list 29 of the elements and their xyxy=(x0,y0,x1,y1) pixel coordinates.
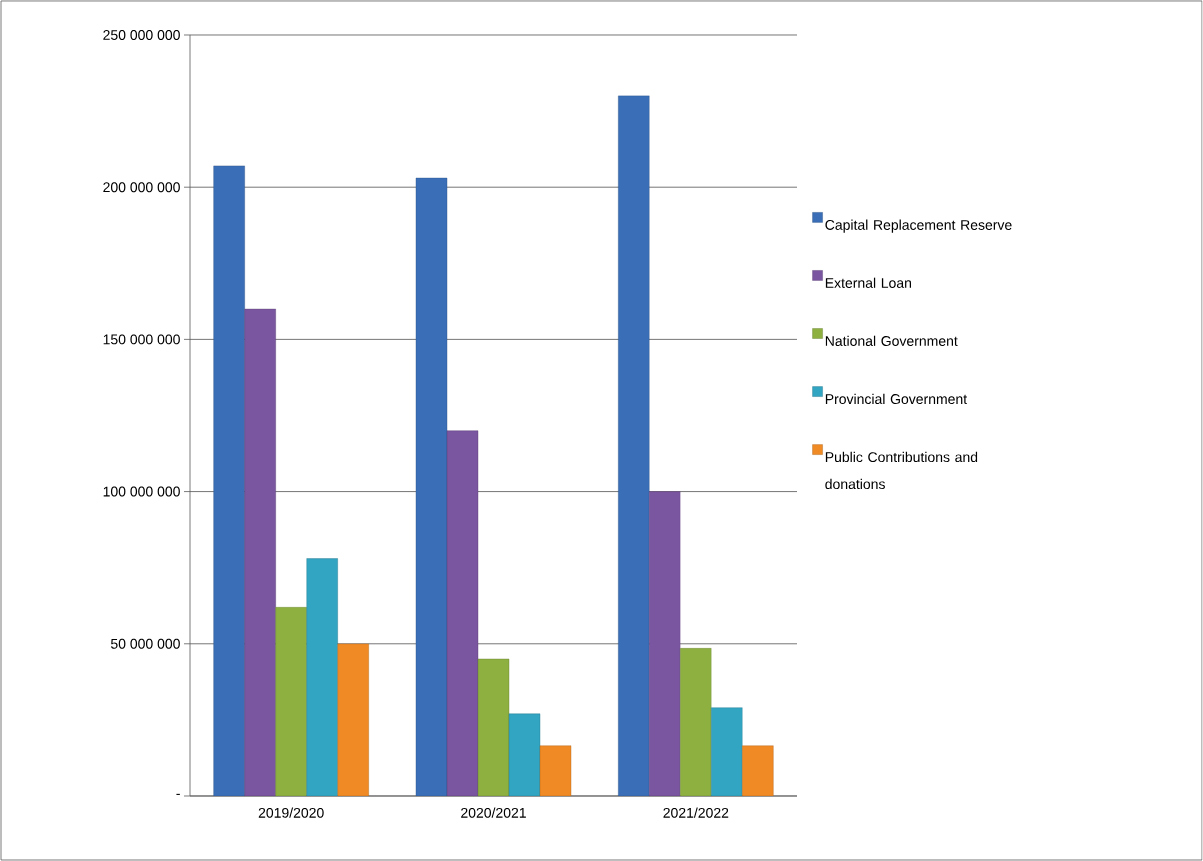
bar xyxy=(415,177,448,796)
y-tick-label: 100 000 000 xyxy=(103,486,180,497)
y-tick-label: 150 000 000 xyxy=(103,334,180,345)
bar xyxy=(680,648,712,796)
legend-label: Capital Replacement Reserve xyxy=(825,219,1012,233)
y-tick-label: 50 000 000 xyxy=(110,638,180,649)
bar xyxy=(618,95,650,796)
bar xyxy=(446,430,479,796)
bar xyxy=(306,558,338,796)
bar xyxy=(649,491,681,796)
legend-label: External Loan xyxy=(825,277,911,288)
legend-label: Provincial Government xyxy=(825,393,968,405)
bar xyxy=(477,658,510,796)
x-tick-label: 2019/2020 xyxy=(258,807,324,818)
bar xyxy=(275,607,307,796)
y-tick-label: 200 000 000 xyxy=(103,182,180,193)
bar xyxy=(213,165,245,796)
bar xyxy=(711,707,743,796)
bar xyxy=(244,308,276,796)
bar xyxy=(539,745,572,796)
legend-label: National Government xyxy=(825,335,958,346)
legend-label: Public Contributions and donations xyxy=(825,451,978,490)
bar xyxy=(508,713,541,796)
x-tick-label: 2020/2021 xyxy=(461,807,526,818)
y-tick-label: 250 000 000 xyxy=(103,30,180,40)
y-tick-label: - xyxy=(176,793,180,795)
x-tick-label: 2021/2022 xyxy=(663,807,729,818)
bar xyxy=(742,745,774,796)
bar xyxy=(337,643,369,796)
